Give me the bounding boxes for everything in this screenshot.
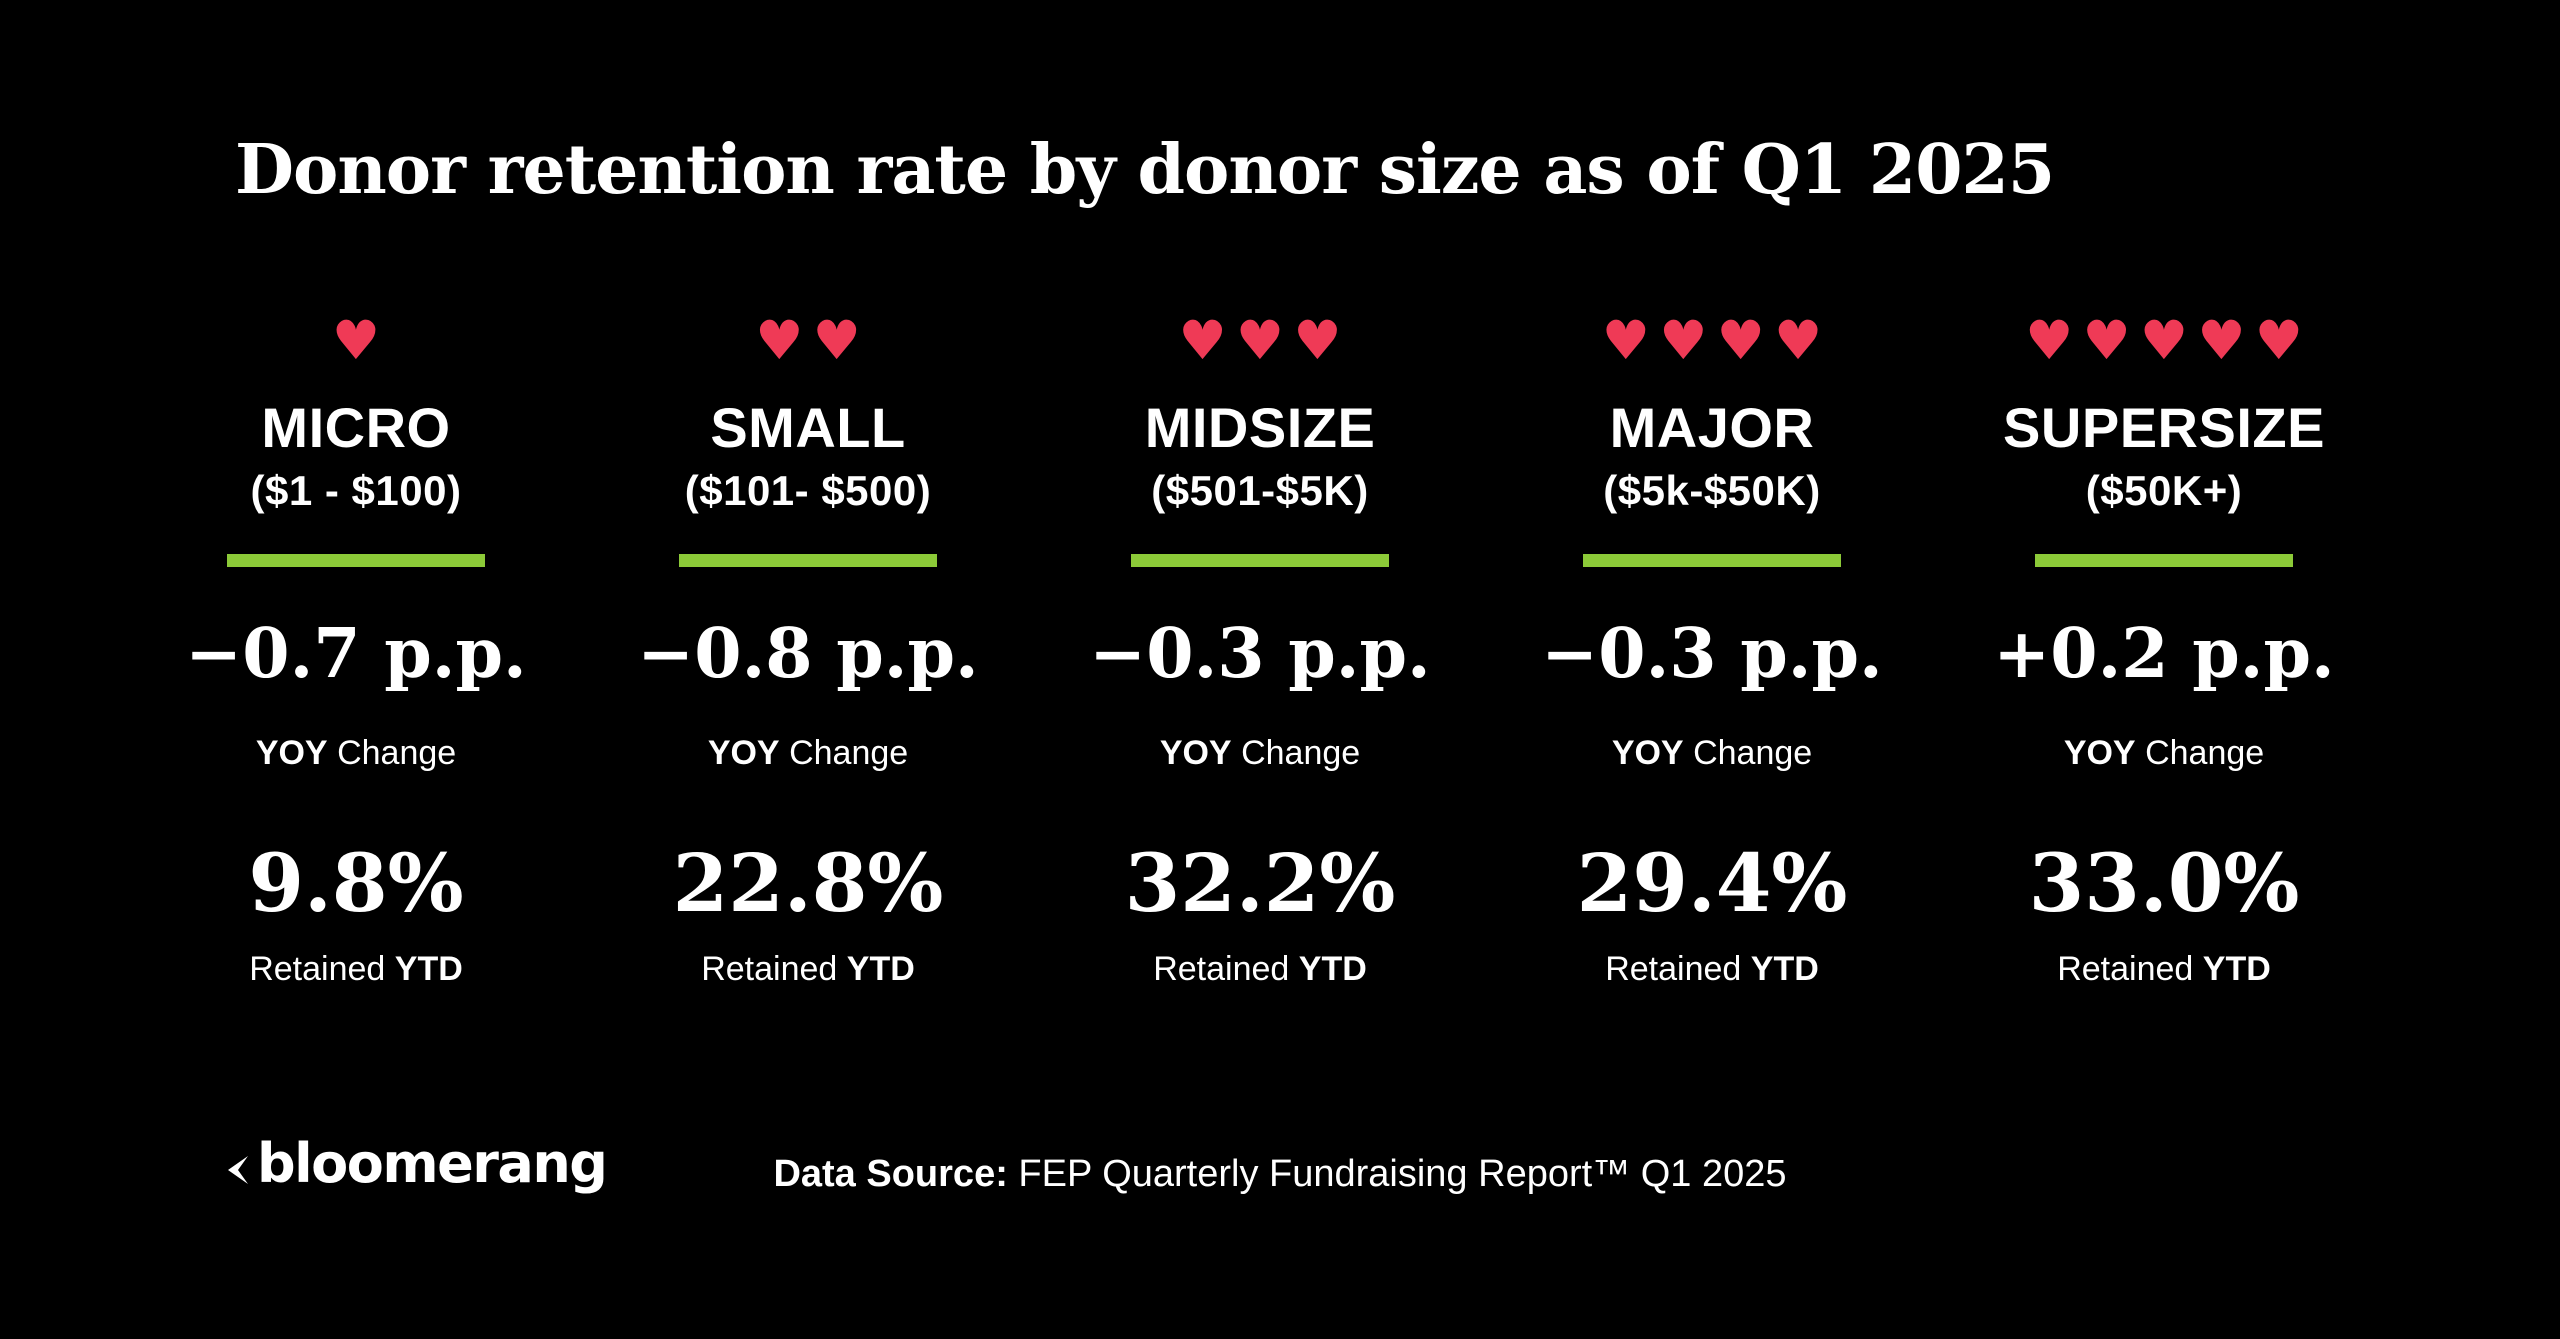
- retained-label-rest: Retained: [1153, 950, 1299, 988]
- hearts-row: ♥ ♥ ♥ ♥ ♥: [2024, 309, 2304, 372]
- retained-label-bold: YTD: [1298, 950, 1367, 988]
- retained-ytd-value: 29.4%: [1576, 836, 1848, 930]
- tier-range: ($101- $500): [684, 467, 932, 514]
- heart-icon: ♥: [2082, 309, 2131, 372]
- hearts-row: ♥ ♥: [755, 309, 861, 372]
- yoy-label-rest: Change: [327, 734, 457, 772]
- tier-range: ($5k-$50K): [1603, 467, 1821, 514]
- donor-tier-column: ♥ ♥ SMALL ($101- $500) −0.8 p.p. YOY Chan…: [582, 309, 1034, 989]
- heart-icon: ♥: [2024, 309, 2074, 372]
- data-source-line: Data Source: FEP Quarterly Fundraising R…: [0, 1150, 2560, 1198]
- yoy-label-bold: YOY: [707, 734, 780, 772]
- yoy-label-rest: Change: [779, 734, 909, 772]
- tier-range: ($501-$5K): [1151, 467, 1369, 514]
- yoy-label-bold: YOY: [2063, 734, 2136, 772]
- retained-label-bold: YTD: [846, 950, 915, 988]
- retained-label-bold: YTD: [1750, 950, 1819, 988]
- tier-name: MIDSIZE: [1144, 396, 1376, 459]
- yoy-change-label: YOY Change: [2064, 733, 2264, 773]
- heart-icon: ♥: [2197, 309, 2246, 372]
- yoy-label-bold: YOY: [1611, 734, 1684, 772]
- green-underline: [1583, 554, 1841, 567]
- tier-name: SMALL: [710, 396, 906, 459]
- tier-name: SUPERSIZE: [2003, 396, 2325, 459]
- heart-icon: ♥: [755, 309, 804, 372]
- green-underline: [2035, 554, 2293, 567]
- yoy-label-bold: YOY: [255, 734, 328, 772]
- bloomerang-logo-text: bloomerang: [257, 1132, 608, 1195]
- retained-label-rest: Retained: [1605, 950, 1751, 988]
- bloomerang-logo: bloomerang: [222, 1128, 608, 1200]
- heart-icon: ♥: [1178, 309, 1227, 372]
- retained-ytd-label: Retained YTD: [2057, 949, 2271, 989]
- yoy-change-label: YOY Change: [708, 733, 908, 773]
- heart-icon: ♥: [1293, 309, 1342, 372]
- green-underline: [679, 554, 937, 567]
- tier-range: ($50K+): [2085, 467, 2243, 514]
- yoy-label-rest: Change: [1683, 734, 1813, 772]
- retained-ytd-value: 33.0%: [2028, 836, 2300, 930]
- retained-ytd-value: 32.2%: [1124, 836, 1396, 930]
- green-underline: [1131, 554, 1389, 567]
- retained-ytd-value: 22.8%: [672, 836, 944, 930]
- retained-label-bold: YTD: [394, 950, 463, 988]
- yoy-change-value: −0.3 p.p.: [1541, 614, 1883, 694]
- bloomerang-boomerang-icon: [228, 1156, 248, 1184]
- retained-ytd-label: Retained YTD: [1605, 949, 1819, 989]
- heart-icon: ♥: [1235, 309, 1285, 372]
- donor-tier-column: ♥ ♥ ♥ ♥ ♥ SUPERSIZE ($50K+) +0.2 p.p. YOY Ch…: [1938, 309, 2390, 989]
- yoy-change-value: +0.2 p.p.: [1993, 614, 2335, 694]
- heart-icon: ♥: [812, 309, 861, 372]
- data-source-label: Data Source:: [773, 1153, 1008, 1195]
- retained-label-rest: Retained: [2057, 950, 2203, 988]
- tier-range: ($1 - $100): [250, 467, 462, 514]
- hearts-row: ♥ ♥ ♥: [1178, 309, 1342, 372]
- heart-icon: ♥: [1601, 309, 1651, 372]
- green-underline: [227, 554, 485, 567]
- retained-label-rest: Retained: [701, 950, 847, 988]
- yoy-change-value: −0.7 p.p.: [185, 614, 527, 694]
- hearts-row: ♥ ♥ ♥ ♥: [1601, 309, 1823, 372]
- heart-icon: ♥: [1716, 309, 1765, 372]
- retained-ytd-value: 9.8%: [248, 836, 464, 930]
- page-title: Donor retention rate by donor size as of…: [235, 130, 2055, 210]
- donor-tier-column: ♥ ♥ ♥ MIDSIZE ($501-$5K) −0.3 p.p. YOY Cha…: [1034, 309, 1486, 989]
- yoy-label-bold: YOY: [1159, 734, 1232, 772]
- yoy-change-value: −0.3 p.p.: [1089, 614, 1431, 694]
- heart-icon: ♥: [2139, 309, 2189, 372]
- donor-tier-columns: ♥ MICRO ($1 - $100) −0.7 p.p. YOY Change…: [130, 309, 2390, 989]
- retained-ytd-label: Retained YTD: [249, 949, 463, 989]
- data-source-text: FEP Quarterly Fundraising Report™ Q1 202…: [1007, 1153, 1787, 1195]
- yoy-change-label: YOY Change: [256, 733, 456, 773]
- retained-label-bold: YTD: [2202, 950, 2271, 988]
- tier-name: MICRO: [261, 396, 451, 459]
- donor-tier-column: ♥ ♥ ♥ ♥ MAJOR ($5k-$50K) −0.3 p.p. YOY Chan…: [1486, 309, 1938, 989]
- yoy-change-value: −0.8 p.p.: [637, 614, 979, 694]
- retained-ytd-label: Retained YTD: [1153, 949, 1367, 989]
- retained-ytd-label: Retained YTD: [701, 949, 915, 989]
- retained-label-rest: Retained: [249, 950, 395, 988]
- heart-icon: ♥: [1659, 309, 1708, 372]
- yoy-change-label: YOY Change: [1612, 733, 1812, 773]
- yoy-change-label: YOY Change: [1160, 733, 1360, 773]
- yoy-label-rest: Change: [1231, 734, 1361, 772]
- tier-name: MAJOR: [1609, 396, 1815, 459]
- heart-icon: ♥: [1773, 309, 1823, 372]
- heart-icon: ♥: [331, 309, 381, 372]
- heart-icon: ♥: [2254, 309, 2304, 372]
- hearts-row: ♥: [331, 309, 381, 372]
- donor-tier-column: ♥ MICRO ($1 - $100) −0.7 p.p. YOY Change…: [130, 309, 582, 989]
- yoy-label-rest: Change: [2135, 734, 2265, 772]
